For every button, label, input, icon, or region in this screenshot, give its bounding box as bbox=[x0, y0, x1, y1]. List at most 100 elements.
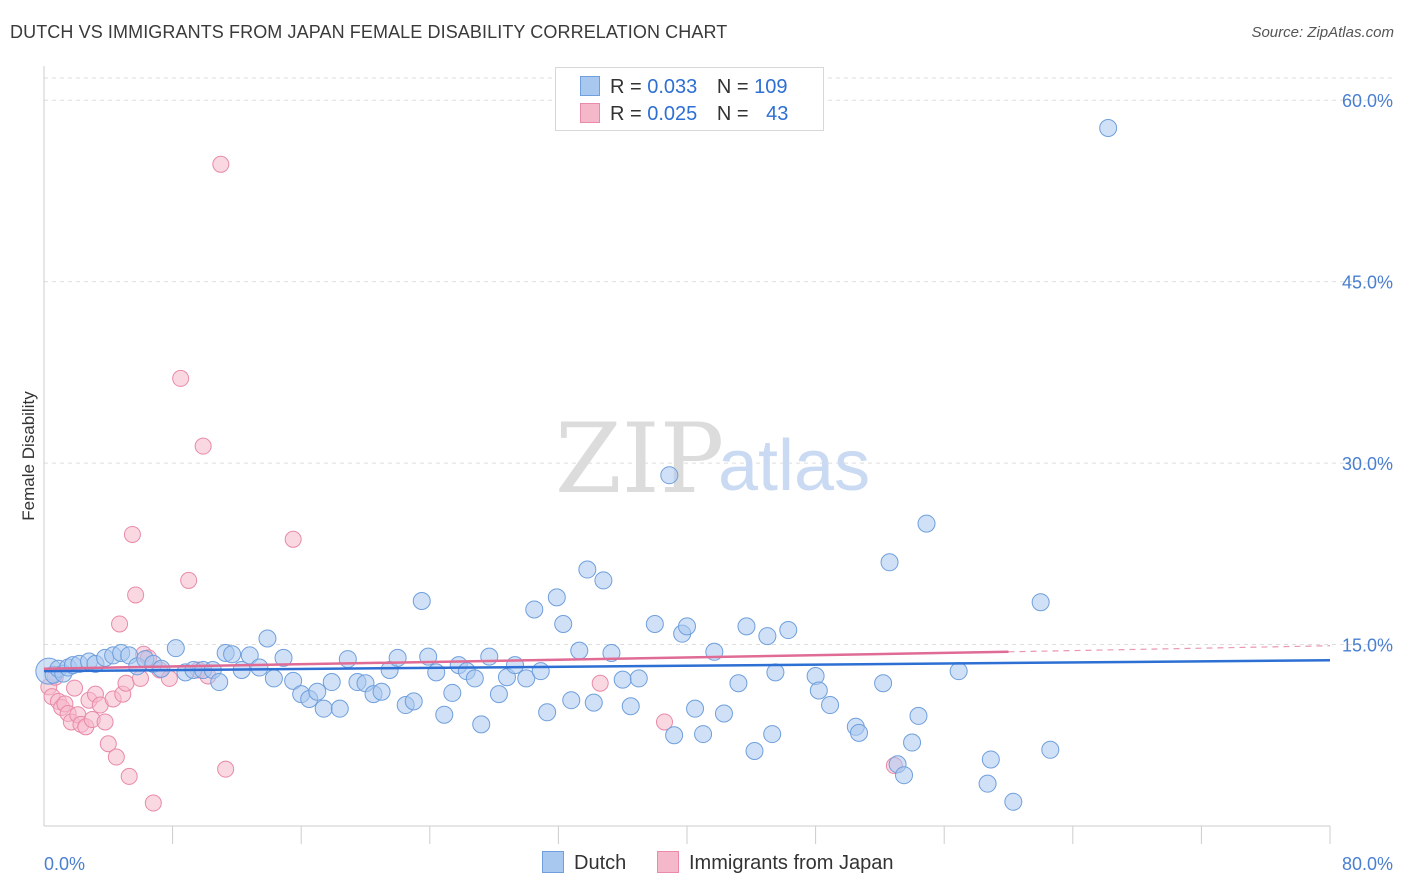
correlation-legend: R = 0.033 N = 109 R = 0.025 N = 43 bbox=[555, 67, 824, 131]
watermark-zip: ZIP bbox=[555, 403, 724, 515]
dutch-point bbox=[613, 670, 632, 689]
legend-r-label: R = bbox=[610, 103, 642, 125]
dutch-point bbox=[678, 617, 696, 636]
dutch-point bbox=[895, 766, 914, 785]
dutch-point bbox=[745, 742, 764, 760]
japan-point bbox=[217, 760, 235, 778]
dutch-point bbox=[525, 600, 544, 619]
dutch-point bbox=[443, 683, 462, 702]
dutch-point bbox=[562, 691, 581, 710]
watermark: ZIP atlas bbox=[555, 403, 870, 515]
legend-r-value: 0.025 bbox=[647, 103, 698, 125]
dutch-point bbox=[274, 648, 293, 667]
japan-point bbox=[127, 586, 145, 604]
dutch-point bbox=[686, 699, 705, 718]
japan-point bbox=[655, 713, 673, 731]
dutch-point bbox=[621, 697, 640, 716]
y-tick-label: 60.0% bbox=[1342, 91, 1393, 111]
dutch-point bbox=[1099, 119, 1118, 138]
japan-point bbox=[66, 679, 84, 697]
legend-n-value: 109 bbox=[754, 76, 788, 98]
dutch-point bbox=[874, 674, 893, 693]
japan-point bbox=[107, 748, 125, 766]
dutch-point bbox=[372, 682, 391, 701]
legend-row-japan: R = 0.025 N = 43 bbox=[580, 103, 788, 127]
legend-r-label: R = bbox=[610, 76, 642, 98]
dutch-point bbox=[594, 571, 613, 590]
dutch-swatch bbox=[580, 76, 600, 96]
dutch-point bbox=[472, 715, 491, 734]
japan-point bbox=[117, 674, 135, 692]
dutch-point bbox=[809, 681, 828, 700]
dutch-point bbox=[981, 750, 1000, 769]
dutch-point bbox=[909, 706, 928, 725]
dutch-point bbox=[665, 726, 684, 745]
japan-point bbox=[111, 615, 129, 633]
japan-point bbox=[120, 767, 138, 785]
legend-row-dutch: R = 0.033 N = 109 bbox=[580, 76, 788, 100]
dutch-point bbox=[465, 669, 484, 688]
tick-labels: 15.0% 30.0% 45.0% 60.0% 0.0% 80.0% bbox=[44, 91, 1393, 874]
dutch-point bbox=[917, 514, 936, 533]
dutch-point bbox=[1004, 792, 1023, 811]
dutch-point bbox=[258, 629, 277, 648]
legend-n-label: N = bbox=[716, 76, 749, 98]
dutch-point bbox=[758, 627, 777, 646]
dutch-point bbox=[570, 641, 589, 660]
axes bbox=[43, 66, 1331, 844]
dutch-point bbox=[330, 699, 349, 718]
dutch-point bbox=[531, 662, 550, 681]
dutch-series bbox=[35, 119, 1118, 811]
y-tick-label: 45.0% bbox=[1342, 273, 1393, 293]
dutch-legend-label: Dutch bbox=[574, 852, 627, 874]
dutch-point bbox=[250, 658, 269, 677]
dutch-point bbox=[435, 705, 454, 724]
dutch-point bbox=[978, 774, 997, 793]
dutch-point bbox=[1041, 740, 1060, 759]
x-tick-label: 0.0% bbox=[44, 854, 85, 874]
dutch-point bbox=[210, 673, 229, 692]
dutch-point bbox=[584, 693, 603, 712]
dutch-point bbox=[645, 614, 664, 633]
dutch-point bbox=[554, 614, 573, 633]
dutch-point bbox=[763, 725, 782, 744]
dutch-point bbox=[427, 663, 446, 682]
dutch-point bbox=[578, 560, 597, 579]
dutch-point bbox=[489, 685, 508, 704]
y-tick-label: 30.0% bbox=[1342, 454, 1393, 474]
japan-point bbox=[96, 713, 114, 731]
japan-swatch bbox=[580, 103, 600, 123]
japan-point bbox=[284, 530, 302, 548]
legend-r-value: 0.033 bbox=[647, 76, 698, 98]
dutch-legend-swatch bbox=[542, 851, 564, 873]
dutch-point bbox=[694, 725, 713, 744]
y-axis-label: Female Disability bbox=[19, 391, 38, 521]
dutch-point bbox=[314, 699, 333, 718]
japan-point bbox=[144, 794, 162, 812]
legend-n-value: 43 bbox=[766, 103, 789, 125]
dutch-point bbox=[1031, 593, 1050, 612]
japan-point bbox=[99, 735, 117, 753]
dutch-point bbox=[223, 645, 242, 664]
japan-point bbox=[180, 571, 198, 589]
dutch-point bbox=[821, 696, 840, 715]
dutch-point bbox=[480, 647, 499, 666]
dutch-point bbox=[766, 663, 785, 682]
dutch-point bbox=[547, 588, 566, 607]
dutch-point bbox=[322, 673, 341, 692]
dutch-point bbox=[729, 674, 748, 693]
trend-lines bbox=[43, 645, 1331, 673]
dutch-point bbox=[517, 669, 536, 688]
dutch-point bbox=[308, 682, 327, 701]
japan-point bbox=[212, 155, 230, 173]
japan-trend-line bbox=[43, 650, 1009, 670]
dutch-point bbox=[737, 617, 756, 636]
dutch-point bbox=[949, 662, 968, 681]
x-tick-label: 80.0% bbox=[1342, 854, 1393, 874]
chart-title: DUTCH VS IMMIGRANTS FROM JAPAN FEMALE DI… bbox=[10, 22, 728, 42]
dutch-point bbox=[404, 692, 423, 711]
dutch-point bbox=[903, 733, 922, 752]
dutch-point bbox=[660, 466, 679, 485]
dutch-point bbox=[602, 644, 621, 663]
